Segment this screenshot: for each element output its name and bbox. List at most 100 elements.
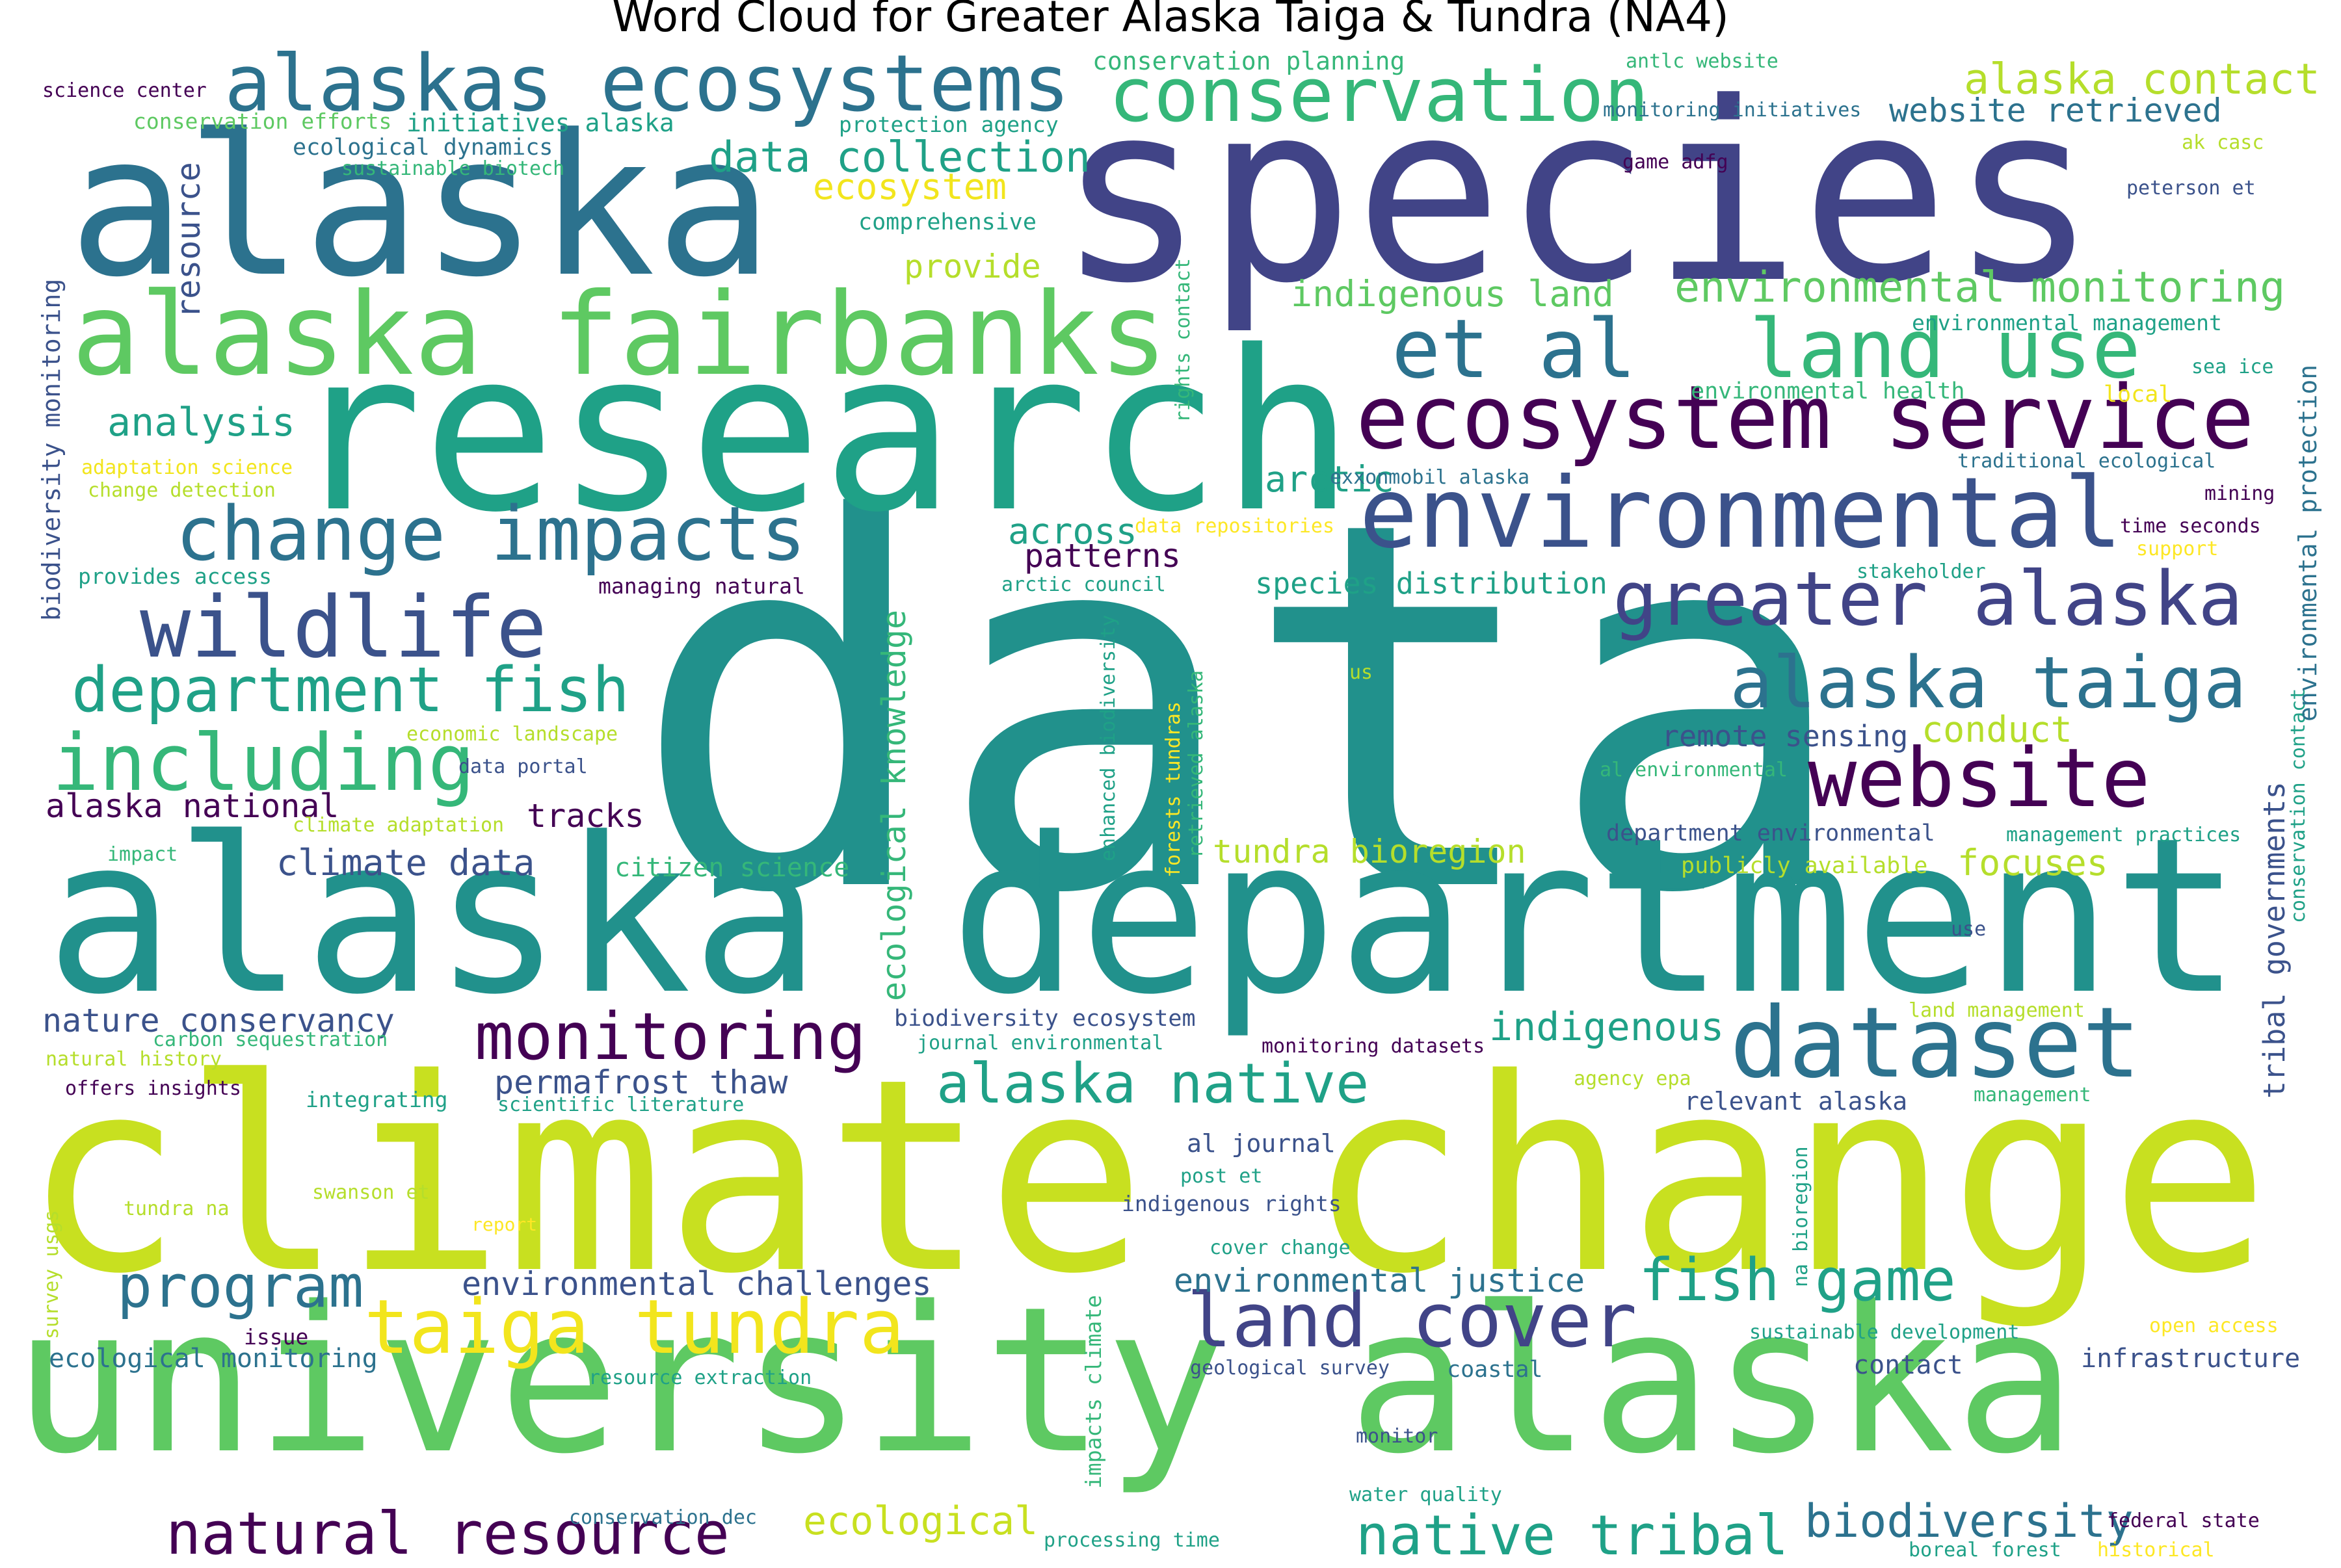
word-management: management [1974,1084,2091,1106]
word-integrating: integrating [306,1087,448,1112]
word-al-journal: al journal [1187,1129,1336,1158]
word-fish-game: fish game [1639,1246,1956,1314]
word-economic-landscape: economic landscape [406,723,618,746]
word-historical: historical [2097,1539,2215,1561]
word-climate-adaptation: climate adaptation [293,814,505,837]
word-data-repositories: data repositories [1135,515,1335,538]
word-climate-data: climate data [276,842,535,883]
word-department-environmental: department environmental [1606,820,1935,846]
word-monitoring-datasets: monitoring datasets [1262,1035,1485,1058]
word-natural-resource: natural resource [166,1500,730,1568]
word-patterns: patterns [1024,537,1181,575]
word-mining: mining [2204,482,2275,505]
word-citizen-science: citizen science [615,853,850,883]
word-scientific-literature: scientific literature [497,1093,745,1116]
word-game-adfg: game adfg [1622,151,1728,174]
word-land-management: land management [1909,999,2085,1022]
word-peterson-et: peterson et [2126,177,2256,200]
word-boreal-forest: boreal forest [1909,1539,2061,1561]
word-publicly-available: publicly available [1681,853,1928,879]
word-journal-environmental: journal environmental [917,1032,1164,1054]
word-geological-survey: geological survey [1190,1357,1390,1379]
word-forests-tundras: forests tundras [1162,701,1185,878]
word-environmental-management: environmental management [1912,310,2222,335]
word-alaska-contact: alaska contact [1964,55,2320,104]
word-alaska: alaska [68,93,773,320]
word-greater-alaska: greater alaska [1613,556,2243,643]
word-protection-agency: protection agency [839,112,1059,137]
word-analysis: analysis [107,400,295,445]
word-land-use: land use [1749,302,2141,397]
word-ecological-monitoring: ecological monitoring [49,1344,378,1374]
word-coastal: coastal [1447,1357,1543,1383]
word-biodiversity-ecosystem: biodiversity ecosystem [894,1006,1196,1032]
word-conduct: conduct [1922,709,2072,750]
word-report: report [471,1214,538,1235]
word-monitoring-initiatives: monitoring initiatives [1603,99,1862,122]
word-department-fish: department fish [72,655,629,726]
word-indigenous-rights: indigenous rights [1122,1191,1342,1216]
word-survey-usgs: survey usgs [40,1210,63,1339]
word-na-bioregion: na bioregion [1790,1146,1812,1287]
word-indigenous: indigenous [1489,1004,1725,1050]
word-issue: issue [244,1324,309,1350]
word-sustainable-development: sustainable development [1749,1321,2020,1344]
word-alaska-native: alaska native [936,1052,1369,1116]
word-local: local [2104,382,2173,408]
word-indigenous-land: indigenous land [1291,273,1614,315]
word-stakeholder: stakeholder [1857,560,1986,583]
word-traditional-ecological: traditional ecological [1957,450,2216,473]
word-research: research [289,304,1355,561]
word-program: program [117,1253,364,1321]
word-conservation-planning: conservation planning [1092,47,1405,75]
word-across: across [1008,510,1137,552]
word-enhanced-biodiversity: enhanced biodiversity [1097,614,1120,861]
word-management-practices: management practices [2006,824,2242,846]
word-open-access: open access [2149,1314,2279,1337]
word-alaskas-ecosystems: alaskas ecosystems [224,39,1070,129]
word-adaptation-science: adaptation science [81,456,293,479]
word-ak-casc: ak casc [2182,131,2264,154]
word-ecological: ecological [803,1498,1038,1544]
word-impacts-climate: impacts climate [1081,1294,1106,1489]
word-monitor: monitor [1356,1425,1438,1448]
word-cover-change: cover change [1210,1236,1351,1259]
word-time-seconds: time seconds [2120,515,2261,538]
word-alaska-national: alaska national [46,787,339,825]
word-environmental-health: environmental health [1691,378,1965,404]
word-monitoring: monitoring [475,999,867,1075]
word-retrieved-alaska: retrieved alaska [1185,670,1208,858]
word-environmental: environmental [1359,457,2123,570]
word-taiga-tundra: taiga tundra [364,1284,905,1371]
word-data: data [631,413,1853,1004]
word-support: support [2136,538,2219,560]
word-website-retrieved: website retrieved [1889,92,2222,129]
word-us: us [1349,661,1373,684]
word-sustainable-biotech: sustainable biotech [341,157,565,180]
word-species: species [1057,49,2098,337]
word-arctic: arctic [1265,458,1394,500]
word-alaska-taiga: alaska taiga [1730,641,2247,724]
word-data-collection: data collection [709,133,1091,182]
word-alaska-department: alaska department [46,792,2242,1041]
word-initiatives-alaska: initiatives alaska [406,109,674,137]
word-processing-time: processing time [1044,1529,1220,1552]
word-native-tribal: native tribal [1356,1504,1789,1568]
word-tundra-na: tundra na [124,1197,230,1220]
word-tracks: tracks [527,797,644,835]
word-offers-insights: offers insights [65,1077,241,1100]
word-species-distribution: species distribution [1255,566,1607,601]
word-wildlife: wildlife [140,578,548,677]
word-federal-state: federal state [2107,1509,2260,1532]
word-contact: contact [1853,1350,1963,1380]
word-use: use [1951,918,1987,941]
word-carbon-sequestration: carbon sequestration [153,1028,388,1051]
word-post-et: post et [1180,1165,1263,1188]
word-resource: resource [170,162,207,319]
word-focuses: focuses [1957,842,2108,883]
word-land-cover: land cover [1187,1277,1637,1365]
word-environmental-justice: environmental justice [1174,1262,1585,1300]
word-biodiversity: biodiversity [1805,1495,2134,1548]
